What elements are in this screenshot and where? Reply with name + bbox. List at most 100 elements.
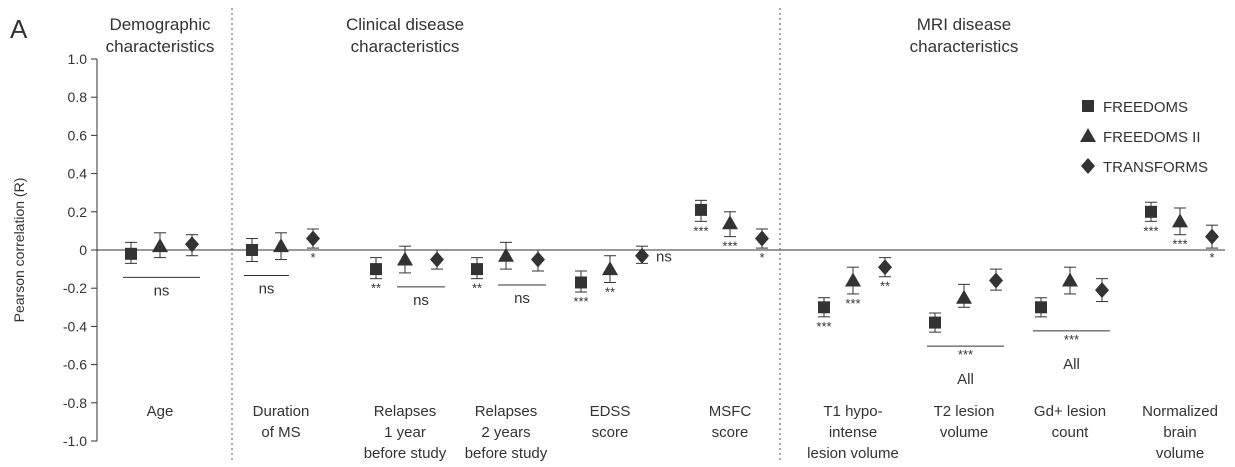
- section-headers: Demographic characteristics Clinical disea…: [106, 15, 1019, 56]
- legend-label: TRANSFORMS: [1103, 159, 1208, 176]
- category-label: Gd+ lesion: [1034, 403, 1106, 420]
- category-label: before study: [465, 445, 548, 462]
- legend: FREEDOMS FREEDOMS II TRANSFORMS: [1080, 99, 1208, 176]
- category-label: brain: [1163, 424, 1196, 441]
- y-tick-label: -0.6: [63, 357, 87, 373]
- significance-label: *: [759, 250, 764, 265]
- category-label: Relapses: [374, 403, 437, 420]
- data-point-triangle: [722, 215, 738, 230]
- category-label: count: [1052, 424, 1090, 441]
- significance-label: ***: [693, 223, 708, 238]
- data-marks: [125, 199, 1219, 333]
- y-tick-label: 0.4: [68, 166, 88, 182]
- data-point-triangle: [602, 261, 618, 276]
- data-point-triangle: [1172, 213, 1188, 228]
- data-point-diamond: [1095, 282, 1109, 299]
- significance-label: ***: [816, 319, 831, 334]
- data-point-diamond: [185, 236, 199, 253]
- data-point-diamond: [878, 259, 892, 276]
- significance-label: ***: [722, 239, 737, 254]
- y-tick-label: -0.4: [63, 318, 87, 334]
- data-point-triangle: [273, 238, 289, 253]
- category-label: Duration: [253, 403, 310, 420]
- data-point-triangle: [397, 251, 413, 266]
- data-point-triangle: [498, 247, 514, 262]
- group-caption: All: [1063, 356, 1080, 373]
- category-label: MSFC: [709, 403, 752, 420]
- group-significance-label: ns: [154, 282, 170, 299]
- group-significance-label: ***: [958, 347, 973, 362]
- category-label: volume: [1156, 445, 1204, 462]
- category-label: EDSS: [590, 403, 631, 420]
- group-significance-label: ns: [413, 292, 429, 309]
- data-point-square: [471, 263, 483, 276]
- data-point-diamond: [306, 230, 320, 247]
- significance-label: ***: [1143, 223, 1158, 238]
- data-point-square: [246, 244, 258, 256]
- group-caption: All: [957, 371, 974, 388]
- data-point-square: [125, 247, 137, 260]
- data-point-diamond: [989, 272, 1003, 289]
- data-point-square: [695, 203, 707, 216]
- section-title: characteristics: [106, 37, 215, 56]
- section-title: Clinical disease: [346, 15, 464, 34]
- legend-marker-square: [1082, 100, 1094, 112]
- category-label: T2 lesion: [934, 403, 995, 420]
- category-label: Relapses: [475, 403, 538, 420]
- section-title: characteristics: [351, 37, 460, 56]
- significance-label: *: [1209, 250, 1214, 265]
- category-label: score: [712, 424, 749, 441]
- category-label: of MS: [261, 424, 300, 441]
- data-point-triangle: [845, 272, 861, 287]
- y-tick-label: 0.6: [68, 127, 88, 143]
- significance-label: **: [880, 279, 890, 294]
- data-point-triangle: [1062, 272, 1078, 287]
- y-tick-label: 0: [79, 242, 87, 258]
- data-point-diamond: [430, 251, 444, 268]
- category-label: lesion volume: [807, 445, 899, 462]
- data-point-square: [929, 316, 941, 329]
- significance-label: *: [310, 250, 315, 265]
- legend-marker-triangle: [1080, 128, 1096, 142]
- y-axis-label: Pearson correlation (R): [11, 178, 27, 323]
- category-label: T1 hypo-: [823, 403, 882, 420]
- group-significance-label: ***: [1064, 332, 1079, 347]
- significance-label: ns: [656, 249, 672, 266]
- category-label: 2 years: [481, 424, 530, 441]
- category-label: intense: [829, 424, 877, 441]
- panel-label: A: [10, 14, 28, 44]
- data-point-diamond: [531, 251, 545, 268]
- data-point-square: [1035, 301, 1047, 314]
- data-point-diamond: [1205, 228, 1219, 245]
- section-title: Demographic: [109, 15, 211, 34]
- y-tick-label: 0.8: [68, 89, 88, 105]
- y-tick-label: -0.8: [63, 395, 87, 411]
- data-point-square: [575, 276, 587, 289]
- category-label: before study: [364, 445, 447, 462]
- significance-label: **: [371, 281, 381, 296]
- significance-label: ***: [1172, 237, 1187, 252]
- category-label: Normalized: [1142, 403, 1218, 420]
- data-point-square: [1145, 205, 1157, 218]
- y-tick-label: 1.0: [68, 51, 88, 67]
- legend-label: FREEDOMS II: [1103, 129, 1201, 146]
- group-significance-label: ns: [514, 290, 530, 307]
- category-label: volume: [940, 424, 988, 441]
- significance-label: ***: [845, 296, 860, 311]
- y-tick-label: -0.2: [63, 280, 87, 296]
- significance-annotations: ns*ns **ns**ns *****ns******************Al…: [123, 223, 1215, 388]
- data-point-diamond: [755, 230, 769, 247]
- significance-label: **: [472, 281, 482, 296]
- category-label: Age: [147, 403, 174, 420]
- group-significance-label: ns: [259, 280, 275, 297]
- data-point-triangle: [152, 238, 168, 253]
- data-point-triangle: [956, 289, 972, 304]
- category-label: 1 year: [384, 424, 426, 441]
- category-label: score: [592, 424, 629, 441]
- y-axis: 1.0 0.8 0.6 0.4 0.2 0 -0.2 -0.4 -0.6 -0.8 -1.0 Pear…: [11, 8, 1225, 462]
- section-title: characteristics: [910, 37, 1019, 56]
- y-tick-label: 0.2: [68, 204, 88, 220]
- data-point-square: [370, 263, 382, 276]
- legend-label: FREEDOMS: [1103, 99, 1188, 116]
